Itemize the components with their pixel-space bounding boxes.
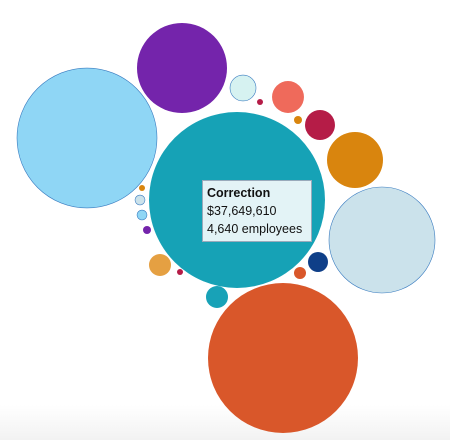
bubble [16, 67, 158, 209]
bubble [208, 283, 358, 433]
bubble [327, 132, 383, 188]
bubble [148, 253, 172, 277]
bubble [136, 22, 228, 114]
bubble [308, 252, 328, 272]
tooltip-value: $37,649,610 [207, 204, 277, 218]
bubble [205, 285, 229, 309]
bubble [134, 194, 146, 206]
tooltip-title: Correction [207, 186, 271, 200]
bubble [305, 110, 335, 140]
bubble [328, 186, 436, 294]
bubble [272, 81, 304, 113]
bubble [229, 74, 257, 102]
bubble [142, 225, 152, 235]
bubble [136, 209, 148, 221]
tooltip-employees: 4,640 employees [207, 222, 303, 236]
bubble [294, 267, 306, 279]
bubble [176, 268, 184, 276]
bubble [138, 184, 146, 192]
tooltip: Correction $37,649,610 4,640 employees [202, 180, 312, 242]
bubble [293, 115, 303, 125]
bubble [256, 98, 264, 106]
